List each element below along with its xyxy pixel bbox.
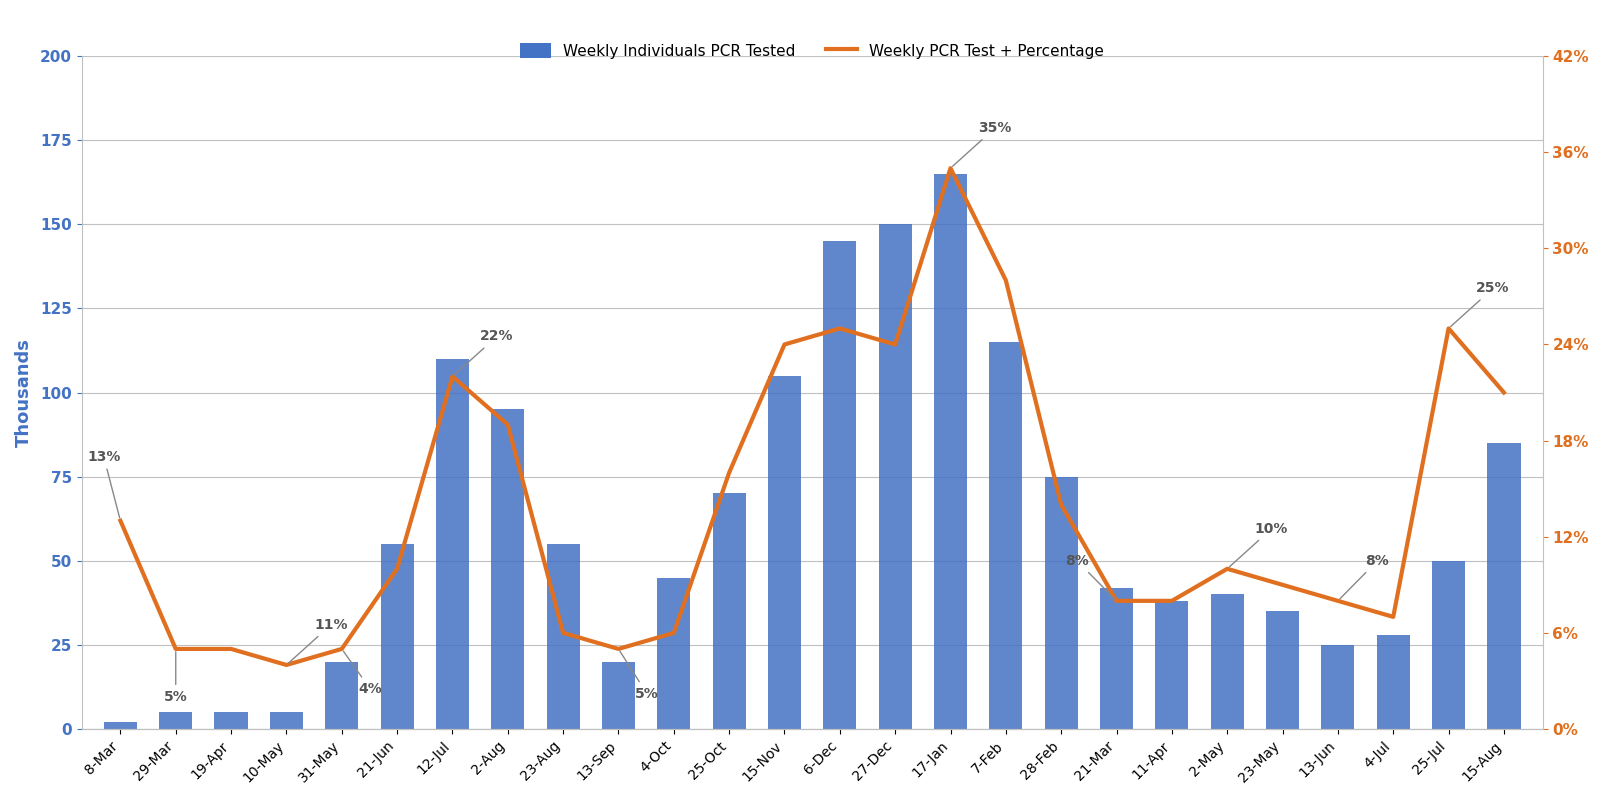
Text: 5%: 5%	[164, 652, 188, 704]
Weekly PCR Test + Percentage	[942, 163, 961, 173]
Bar	[1432, 561, 1464, 729]
Weekly PCR Test + Percentage	[1052, 500, 1071, 510]
Text: 35%: 35%	[953, 121, 1012, 166]
Bar	[1100, 588, 1132, 729]
Weekly PCR Test + Percentage	[167, 644, 186, 654]
Bar	[658, 578, 690, 729]
Weekly PCR Test + Percentage	[775, 340, 794, 350]
Weekly PCR Test + Percentage	[1328, 596, 1347, 606]
Bar	[269, 712, 303, 729]
Weekly PCR Test + Percentage	[664, 628, 683, 638]
Weekly PCR Test + Percentage	[553, 628, 573, 638]
Bar	[712, 494, 746, 729]
Bar	[934, 174, 967, 729]
Legend: Weekly Individuals PCR Tested, Weekly PCR Test + Percentage: Weekly Individuals PCR Tested, Weekly PC…	[515, 37, 1110, 65]
Bar	[602, 662, 635, 729]
Bar	[1155, 601, 1189, 729]
Bar	[879, 224, 911, 729]
Bar	[326, 662, 358, 729]
Text: 4%: 4%	[343, 651, 382, 696]
Weekly PCR Test + Percentage	[277, 660, 297, 670]
Weekly PCR Test + Percentage	[332, 644, 351, 654]
Bar	[159, 712, 192, 729]
Weekly PCR Test + Percentage	[111, 516, 130, 526]
Weekly PCR Test + Percentage	[221, 644, 241, 654]
Text: 13%: 13%	[87, 450, 120, 518]
Text: 5%: 5%	[621, 651, 659, 701]
Weekly PCR Test + Percentage	[720, 468, 739, 478]
Bar	[1322, 645, 1354, 729]
Text: 22%: 22%	[454, 330, 513, 374]
Line: Weekly PCR Test + Percentage: Weekly PCR Test + Percentage	[120, 168, 1505, 665]
Text: 8%: 8%	[1065, 554, 1115, 599]
Weekly PCR Test + Percentage	[610, 644, 629, 654]
Text: 8%: 8%	[1339, 554, 1389, 599]
Bar	[1211, 594, 1243, 729]
Weekly PCR Test + Percentage	[1217, 564, 1237, 574]
Text: 11%: 11%	[289, 618, 348, 663]
Weekly PCR Test + Percentage	[499, 420, 518, 430]
Weekly PCR Test + Percentage	[996, 275, 1015, 285]
Weekly PCR Test + Percentage	[1107, 596, 1126, 606]
Bar	[547, 544, 579, 729]
Bar	[1266, 611, 1299, 729]
Text: 10%: 10%	[1229, 522, 1288, 567]
Text: 25%: 25%	[1450, 282, 1509, 326]
Bar	[768, 376, 800, 729]
Weekly PCR Test + Percentage	[1274, 580, 1293, 590]
Weekly PCR Test + Percentage	[1384, 612, 1404, 622]
Weekly PCR Test + Percentage	[388, 564, 407, 574]
Weekly PCR Test + Percentage	[1495, 388, 1514, 398]
Bar	[380, 544, 414, 729]
Bar	[1044, 477, 1078, 729]
Bar	[215, 712, 247, 729]
Y-axis label: Thousands: Thousands	[14, 338, 34, 447]
Bar	[104, 722, 136, 729]
Weekly PCR Test + Percentage	[1163, 596, 1182, 606]
Weekly PCR Test + Percentage	[885, 340, 905, 350]
Bar	[823, 241, 857, 729]
Weekly PCR Test + Percentage	[1439, 324, 1458, 334]
Weekly PCR Test + Percentage	[831, 324, 850, 334]
Bar	[990, 342, 1022, 729]
Bar	[491, 410, 525, 729]
Bar	[1376, 635, 1410, 729]
Weekly PCR Test + Percentage	[443, 372, 462, 382]
Bar	[436, 359, 468, 729]
Bar	[1487, 443, 1521, 729]
